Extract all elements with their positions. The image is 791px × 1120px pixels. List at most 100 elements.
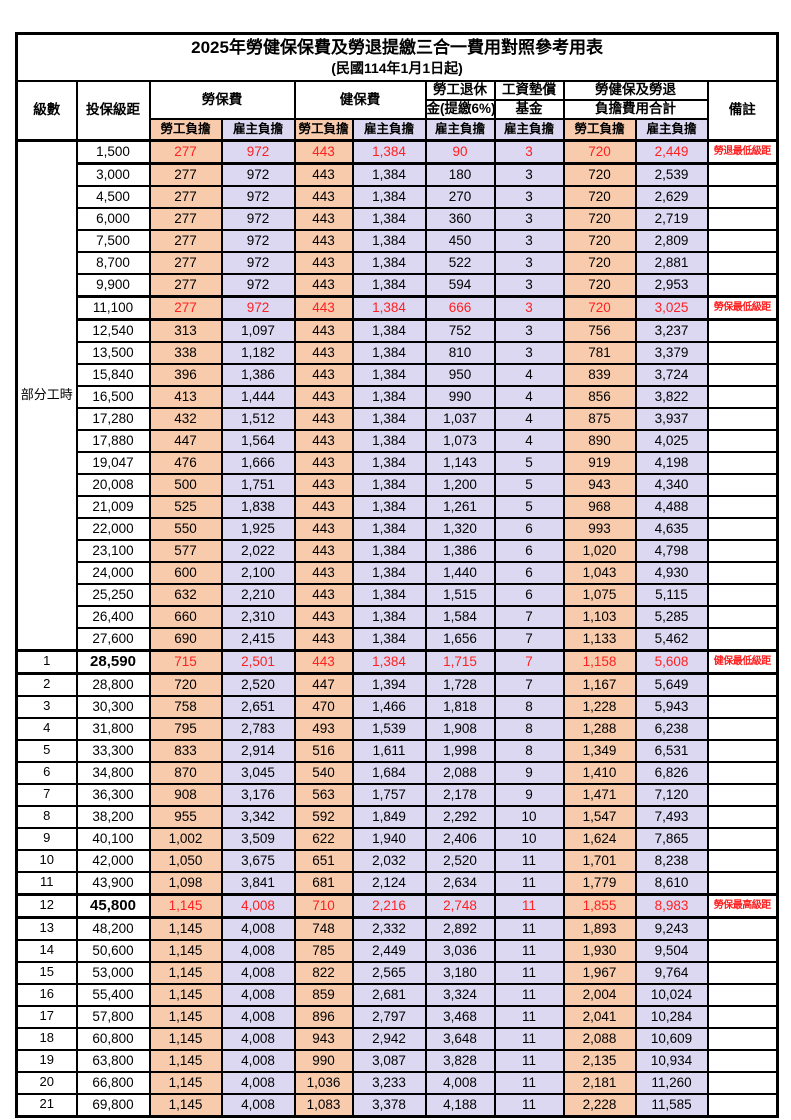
cell-total-employer: 10,024 [634,982,709,1007]
cell-labor-employer: 2,783 [220,716,296,741]
cell-total-employer: 5,115 [634,582,709,607]
subheader-health-employee: 勞工負擔 [293,117,354,142]
cell-salary-bracket: 16,500 [75,384,151,409]
cell-labor-employee: 632 [148,582,223,607]
cell-salary-bracket: 33,300 [75,738,151,763]
cell-health-employer: 1,611 [351,738,427,763]
cell-health-employee: 443 [293,384,354,409]
cell-health-employer: 2,942 [351,1026,427,1051]
cell-health-employer: 1,384 [351,604,427,629]
col-header-note: 備註 [706,79,779,142]
cell-salary-bracket: 53,000 [75,960,151,985]
cell-health-employee: 443 [293,516,354,541]
cell-total-employee: 1,624 [562,826,637,851]
cell-health-employer: 2,565 [351,960,427,985]
cell-note [706,1026,779,1051]
cell-health-employer: 1,384 [351,450,427,475]
cell-wagefund-employer: 7 [493,626,565,652]
cell-labor-employee: 720 [148,672,223,697]
cell-total-employee: 1,410 [562,760,637,785]
cell-pension-employer: 270 [424,184,496,209]
cell-wagefund-employer: 3 [493,250,565,275]
cell-total-employee: 1,158 [562,648,637,675]
cell-note [706,272,779,298]
cell-total-employee: 1,893 [562,916,637,941]
cell-total-employee: 1,701 [562,848,637,873]
cell-level: 14 [15,938,78,963]
table-row: 1 28,590 715 2,501 443 1,384 1,715 7 1,158 5,608 健… [15,648,779,675]
cell-health-employer: 1,384 [351,318,427,343]
cell-total-employer: 8,610 [634,870,709,896]
table-row: 21 69,800 1,145 4,008 1,083 3,378 4,188 11 2,228… [15,1092,779,1118]
cell-level: 12 [15,892,78,919]
cell-health-employer: 1,384 [351,340,427,365]
table-row: 11,100 277 972 443 1,384 666 3 720 3,025 勞保最低級距 [17,294,779,321]
cell-salary-bracket: 17,880 [75,428,151,453]
cell-wagefund-employer: 3 [493,340,565,365]
cell-health-employer: 1,384 [351,138,427,165]
cell-note [706,960,779,985]
table-row: 14 50,600 1,145 4,008 785 2,449 3,036 11 1,930 9,… [15,938,779,963]
cell-pension-employer: 1,386 [424,538,496,563]
cell-wagefund-employer: 7 [493,648,565,675]
cell-health-employee: 822 [293,960,354,985]
table-row: 7,500 277 972 443 1,384 450 3 720 2,809 [17,228,779,253]
col-header-salary-bracket: 投保級距 [75,79,151,142]
cell-salary-bracket: 69,800 [75,1092,151,1118]
cell-note [706,626,779,652]
cell-total-employee: 919 [562,450,637,475]
table-title-block: 2025年勞健保保費及勞退提繳三合一費用對照參考用表 (民國114年1月1日起) [15,32,779,82]
cell-health-employer: 1,384 [351,272,427,298]
cell-level: 2 [15,672,78,697]
cell-note [706,560,779,585]
cell-total-employer: 5,462 [634,626,709,652]
cell-health-employee: 1,036 [293,1070,354,1095]
cell-salary-bracket: 25,250 [75,582,151,607]
cell-salary-bracket: 8,700 [75,250,151,275]
table-row: 15,840 396 1,386 443 1,384 950 4 839 3,724 [17,362,779,387]
cell-total-employee: 756 [562,318,637,343]
cell-wagefund-employer: 5 [493,450,565,475]
cell-total-employee: 1,471 [562,782,637,807]
cell-note [706,516,779,541]
table-row: 部分工時 1,500 277 972 443 1,384 90 3 720 2,449 勞退最低級距 [15,138,779,652]
cell-pension-employer: 2,520 [424,848,496,873]
cell-wagefund-employer: 8 [493,738,565,763]
table-row: 20 66,800 1,145 4,008 1,036 3,233 4,008 11 2,181… [15,1070,779,1095]
cell-labor-employee: 795 [148,716,223,741]
cell-total-employee: 839 [562,362,637,387]
cell-total-employer: 2,881 [634,250,709,275]
cell-wagefund-employer: 3 [493,318,565,343]
cell-labor-employer: 4,008 [220,1092,296,1118]
cell-wagefund-employer: 11 [493,848,565,873]
cell-labor-employee: 1,145 [148,1070,223,1095]
cell-labor-employee: 1,145 [148,1048,223,1073]
col-header-pension-line2: 金(提繳6%) [424,98,496,120]
cell-pension-employer: 594 [424,272,496,298]
col-header-wagefund-line2: 基金 [493,98,565,120]
cell-labor-employer: 2,210 [220,582,296,607]
cell-note [706,428,779,453]
premium-reference-table: 2025年勞健保保費及勞退提繳三合一費用對照參考用表 (民國114年1月1日起)… [15,32,780,1118]
cell-total-employer: 5,285 [634,604,709,629]
cell-pension-employer: 4,188 [424,1092,496,1118]
cell-total-employer: 4,930 [634,560,709,585]
cell-labor-employee: 715 [148,648,223,675]
cell-labor-employer: 4,008 [220,916,296,941]
cell-pension-employer: 90 [424,138,496,165]
cell-labor-employee: 758 [148,694,223,719]
cell-wagefund-employer: 3 [493,272,565,298]
table-row: 25,250 632 2,210 443 1,384 1,515 6 1,075 5,115 [17,582,779,607]
cell-total-employee: 781 [562,340,637,365]
cell-total-employer: 11,260 [634,1070,709,1095]
cell-pension-employer: 1,728 [424,672,496,697]
cell-health-employer: 2,032 [351,848,427,873]
cell-health-employee: 943 [293,1026,354,1051]
cell-total-employer: 10,934 [634,1048,709,1073]
cell-labor-employee: 1,145 [148,1026,223,1051]
cell-labor-employee: 277 [148,294,223,321]
cell-labor-employer: 972 [220,294,296,321]
cell-total-employee: 1,043 [562,560,637,585]
cell-salary-bracket: 34,800 [75,760,151,785]
cell-pension-employer: 4,008 [424,1070,496,1095]
